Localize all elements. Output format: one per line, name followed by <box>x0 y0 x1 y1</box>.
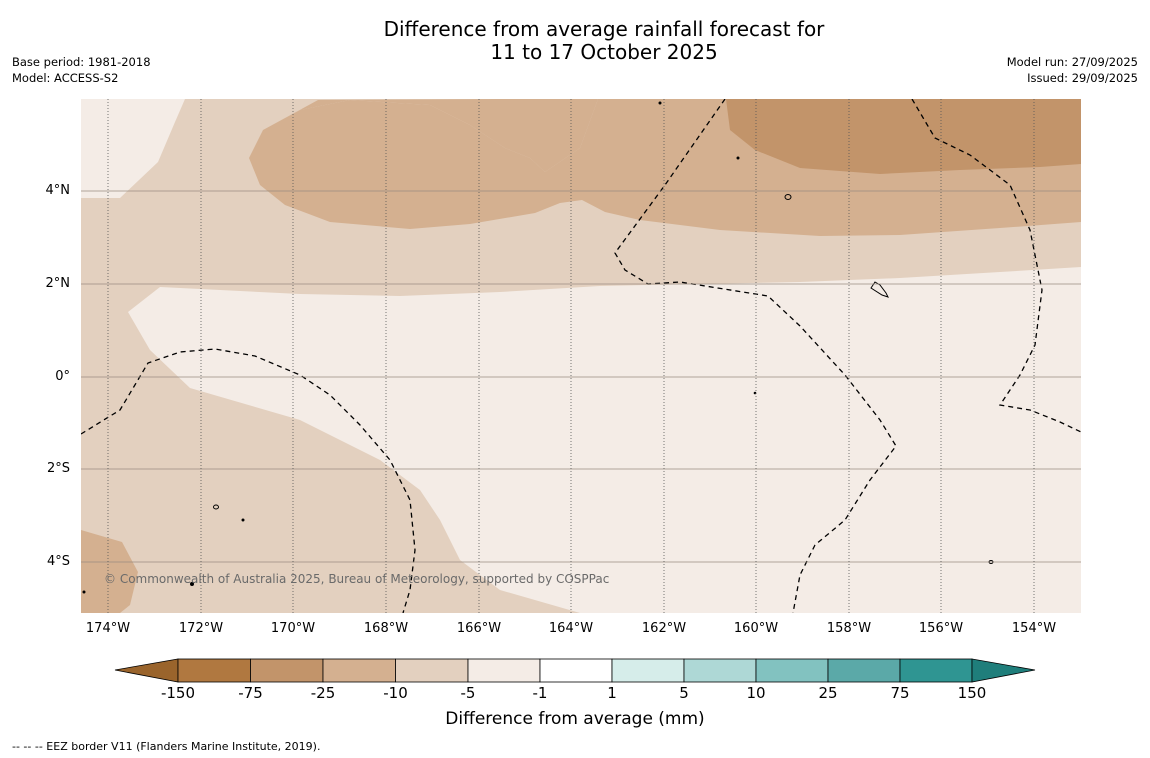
colorbar <box>114 658 1036 683</box>
colorbar-segment-8 <box>683 658 757 683</box>
lon-label-164w: 164°W <box>548 621 594 636</box>
colorbar-segment-10 <box>827 658 901 683</box>
eez-border-3 <box>911 99 1081 433</box>
island-1 <box>784 194 792 200</box>
colorbar-segment-7 <box>611 658 685 683</box>
lon-label-154w: 154°W <box>1011 621 1057 636</box>
band-minus-10-to-25-south <box>81 530 138 613</box>
colorbar-low-extend <box>114 658 179 683</box>
island-7 <box>241 518 245 522</box>
colorbar-tick-6: -1 <box>532 684 548 702</box>
eez-borders <box>81 99 1081 613</box>
colorbar-segment-3 <box>322 658 396 683</box>
title-line-1: Difference from average rainfall forecas… <box>383 17 825 41</box>
band-white-top-left <box>81 99 185 198</box>
colorbar-segment-11 <box>899 658 973 683</box>
colorbar-tick-11: 75 <box>890 684 910 702</box>
colorbar-segment-2 <box>250 658 324 683</box>
lat-label-4s: 4°S <box>46 554 70 569</box>
island-3 <box>213 504 219 510</box>
colorbar-tick-5: -5 <box>460 684 476 702</box>
island-10 <box>82 590 86 594</box>
lon-label-160w: 160°W <box>733 621 779 636</box>
island-6 <box>736 156 740 160</box>
title-line-2: 11 to 17 October 2025 <box>490 40 718 64</box>
map-title: Difference from average rainfall forecas… <box>0 18 1150 64</box>
lon-label-168w: 168°W <box>363 621 409 636</box>
island-8 <box>190 582 194 586</box>
base-period: Base period: 1981-2018 <box>12 55 151 69</box>
colorbar-title: Difference from average (mm) <box>445 709 705 729</box>
colorbar-tick-9: 10 <box>746 684 766 702</box>
meta-left: Base period: 1981-2018 Model: ACCESS-S2 <box>12 55 151 86</box>
latitude-gridlines <box>81 190 1081 563</box>
lat-label-0: 0° <box>55 369 70 384</box>
model-name: Model: ACCESS-S2 <box>12 70 119 85</box>
lon-label-172w: 172°W <box>178 621 224 636</box>
eez-footnote: -- -- -- EEZ border V11 (Flanders Marine… <box>12 740 321 753</box>
lat-label-2n: 2°N <box>45 276 71 291</box>
colorbar-segment-5 <box>467 658 541 683</box>
island-9 <box>753 391 757 395</box>
eez-border-2 <box>614 99 897 613</box>
lon-label-158w: 158°W <box>826 621 872 636</box>
colorbar-segment-9 <box>755 658 829 683</box>
map-panel <box>81 99 1081 613</box>
lat-label-4n: 4°N <box>45 183 71 198</box>
lon-label-156w: 156°W <box>918 621 964 636</box>
colorbar-tick-4: -10 <box>383 684 408 702</box>
colorbar-segment-6 <box>539 658 613 683</box>
lon-label-174w: 174°W <box>85 621 131 636</box>
colorbar-tick-2: -75 <box>238 684 263 702</box>
island-2 <box>870 281 889 298</box>
copyright-notice: © Commonwealth of Australia 2025, Bureau… <box>104 572 610 586</box>
island-5 <box>658 101 662 105</box>
colorbar-tick-10: 25 <box>818 684 838 702</box>
colorbar-tick-1: -150 <box>160 684 196 702</box>
lat-label-2s: 2°S <box>46 461 70 476</box>
lon-label-170w: 170°W <box>270 621 316 636</box>
colorbar-tick-3: -25 <box>310 684 336 702</box>
colorbar-tick-7: 1 <box>607 684 617 702</box>
model-run: Model run: 27/09/2025 <box>1006 55 1138 69</box>
meta-right: Model run: 27/09/2025 Issued: 29/09/2025 <box>1007 55 1138 86</box>
colorbar-segment-4 <box>395 658 469 683</box>
colorbar-tick-12: 150 <box>957 684 987 702</box>
eez-border-1 <box>81 348 416 613</box>
colorbar-high-extend <box>971 658 1036 683</box>
colorbar-segment-1 <box>177 658 251 683</box>
lon-label-166w: 166°W <box>456 621 502 636</box>
issued-date: Issued: 29/09/2025 <box>1027 70 1138 85</box>
band-minus-25-to-75-north <box>726 99 1081 174</box>
colorbar-tick-8: 5 <box>679 684 689 702</box>
band-minus-10-to-25-north <box>263 99 598 172</box>
lon-label-162w: 162°W <box>641 621 687 636</box>
